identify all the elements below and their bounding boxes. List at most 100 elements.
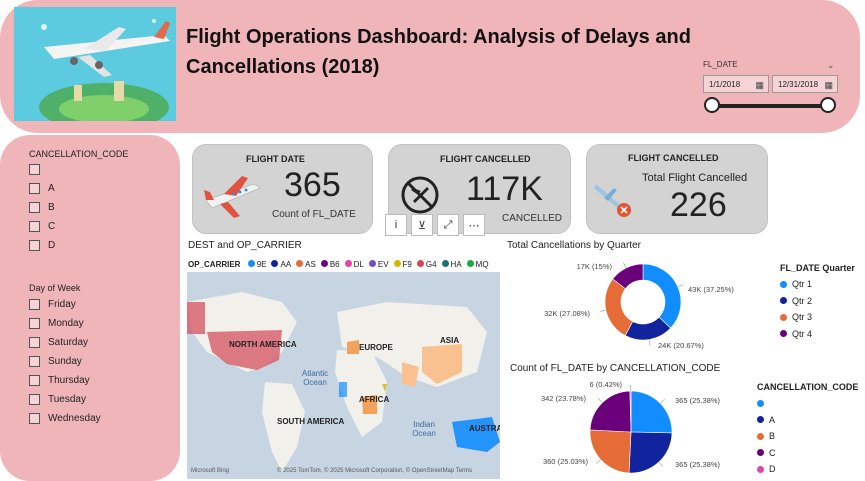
slicer-item[interactable]: Wednesday — [29, 409, 101, 428]
carrier-legend-label[interactable]: MQ — [475, 260, 489, 269]
filter-icon[interactable]: ⊻ — [411, 214, 433, 236]
legend-item[interactable]: A — [757, 412, 858, 429]
more-options-icon[interactable]: ⋯ — [463, 214, 485, 236]
pie-slice[interactable] — [612, 263, 644, 290]
map-label: SOUTH AMERICA — [277, 417, 345, 426]
slicer-item[interactable]: Thursday — [29, 371, 101, 390]
cancelled-plane-icon — [590, 176, 638, 227]
map-attribution[interactable]: © 2025 TomTom, © 2025 Microsoft Corporat… — [277, 468, 473, 474]
legend-item[interactable] — [757, 395, 858, 412]
calendar-icon[interactable]: ▦ — [824, 80, 833, 90]
checkbox[interactable] — [29, 413, 40, 424]
legend-item[interactable]: Qtr 2 — [780, 293, 855, 310]
info-icon[interactable]: i — [385, 214, 407, 236]
quarter-chart-title: Total Cancellations by Quarter — [507, 240, 641, 251]
carrier-legend-dot — [416, 260, 424, 267]
checkbox[interactable] — [29, 337, 40, 348]
data-label: 342 (23.78%) — [541, 394, 587, 403]
checkbox[interactable] — [29, 202, 40, 213]
world-map[interactable]: NORTH AMERICA EUROPE ASIA AFRICA SOUTH A… — [187, 272, 500, 479]
map-label: ASIA — [440, 336, 460, 345]
pie-slice[interactable] — [629, 390, 632, 433]
date-range-slider[interactable] — [712, 104, 828, 108]
checkbox[interactable] — [29, 394, 40, 405]
slicer-item[interactable]: C — [29, 217, 55, 236]
carrier-legend-label[interactable]: 9E — [256, 260, 267, 269]
slider-start-handle[interactable] — [704, 97, 720, 113]
pie-slice[interactable] — [589, 390, 632, 433]
carrier-legend-label[interactable]: G4 — [425, 260, 437, 269]
legend-dot — [780, 313, 787, 321]
legend-label: D — [769, 464, 776, 475]
checkbox[interactable] — [29, 356, 40, 367]
legend-label: B — [769, 431, 776, 442]
checkbox[interactable] — [29, 375, 40, 386]
slicer-item[interactable]: B — [29, 198, 55, 217]
slicer-item[interactable]: Friday — [29, 295, 101, 314]
flight-cancelled-value: 117K — [466, 170, 543, 208]
pie-slice[interactable] — [628, 431, 673, 474]
cancellation-code-pie-chart[interactable]: 365 (25.38%) 365 (25.38%) 360 (25.03%) 342 … — [530, 374, 770, 478]
slicer-item[interactable]: Sunday — [29, 352, 101, 371]
total-cancelled-subtitle: Total Flight Cancelled — [642, 172, 748, 184]
day-of-week-slicer-title: Day of Week — [29, 283, 81, 293]
map-label: AFRICA — [359, 395, 390, 404]
slicer-item[interactable]: Monday — [29, 314, 101, 333]
slicer-item-label: C — [48, 221, 56, 232]
slicer-item[interactable]: A — [29, 179, 55, 198]
flight-cancelled-caption: CANCELLED — [502, 213, 563, 224]
carrier-legend-label[interactable]: DL — [353, 260, 364, 269]
airplane-icon — [202, 170, 262, 225]
map-label: Atlantic Ocean — [301, 369, 329, 387]
pie-slice[interactable] — [589, 429, 632, 474]
focus-mode-icon[interactable]: ⤢ — [437, 214, 459, 236]
legend-item[interactable]: B — [757, 428, 858, 445]
legend-item[interactable]: C — [757, 445, 858, 462]
slicer-item[interactable]: Saturday — [29, 333, 101, 352]
carrier-legend-label[interactable]: B6 — [329, 260, 340, 269]
pie-slice[interactable] — [630, 390, 673, 434]
quarter-donut-chart[interactable]: 43K (37.25%) 24K (20.67%) 32K (27.08%) 17K … — [540, 252, 770, 362]
carrier-legend-dot — [320, 260, 328, 267]
checkbox[interactable] — [29, 318, 40, 329]
carrier-legend-dot — [393, 260, 401, 267]
pie-slice[interactable] — [604, 278, 634, 336]
slider-end-handle[interactable] — [820, 97, 836, 113]
carrier-legend-dot — [247, 260, 255, 267]
carrier-legend-label[interactable]: AS — [305, 260, 316, 269]
slicer-item-label: Friday — [48, 299, 76, 310]
checkbox[interactable] — [29, 299, 40, 310]
checkbox[interactable] — [29, 221, 40, 232]
checkbox[interactable] — [29, 164, 40, 175]
carrier-legend-label[interactable]: AA — [280, 260, 292, 269]
data-label-leader — [658, 461, 664, 467]
legend-dot — [780, 297, 787, 305]
slicer-item[interactable] — [29, 160, 55, 179]
data-label: 6 (0.42%) — [589, 380, 622, 389]
carrier-legend-dot — [296, 260, 304, 267]
checkbox[interactable] — [29, 240, 40, 251]
start-date-input[interactable]: 1/1/2018 ▦ — [703, 75, 769, 93]
carrier-legend-label[interactable]: F9 — [402, 260, 412, 269]
legend-item[interactable]: D — [757, 461, 858, 478]
end-date-input[interactable]: 12/31/2018 ▦ — [772, 75, 838, 93]
legend-dot — [757, 432, 764, 440]
slicer-item-label: Saturday — [48, 337, 89, 348]
legend-item[interactable]: Qtr 3 — [780, 309, 855, 326]
calendar-icon[interactable]: ▦ — [755, 80, 764, 90]
day-of-week-slicer: Friday Monday Saturday Sunday Thursday T… — [29, 295, 101, 428]
legend-item[interactable]: Qtr 4 — [780, 326, 855, 343]
slicer-item[interactable]: Tuesday — [29, 390, 101, 409]
map-label: NORTH AMERICA — [229, 340, 297, 349]
legend-item[interactable]: Qtr 1 — [780, 276, 855, 293]
data-label: 17K (15%) — [577, 262, 613, 271]
carrier-legend-label[interactable]: EV — [377, 260, 389, 269]
slicer-item[interactable]: D — [29, 236, 55, 255]
pie-slice[interactable] — [642, 263, 682, 329]
legend-label: Qtr 3 — [792, 312, 813, 323]
carrier-legend-label[interactable]: HA — [450, 260, 462, 269]
data-label-leader — [648, 339, 651, 346]
checkbox[interactable] — [29, 183, 40, 194]
map-title: DEST and OP_CARRIER — [188, 240, 302, 251]
chevron-down-icon[interactable]: ⌄ — [827, 60, 835, 70]
